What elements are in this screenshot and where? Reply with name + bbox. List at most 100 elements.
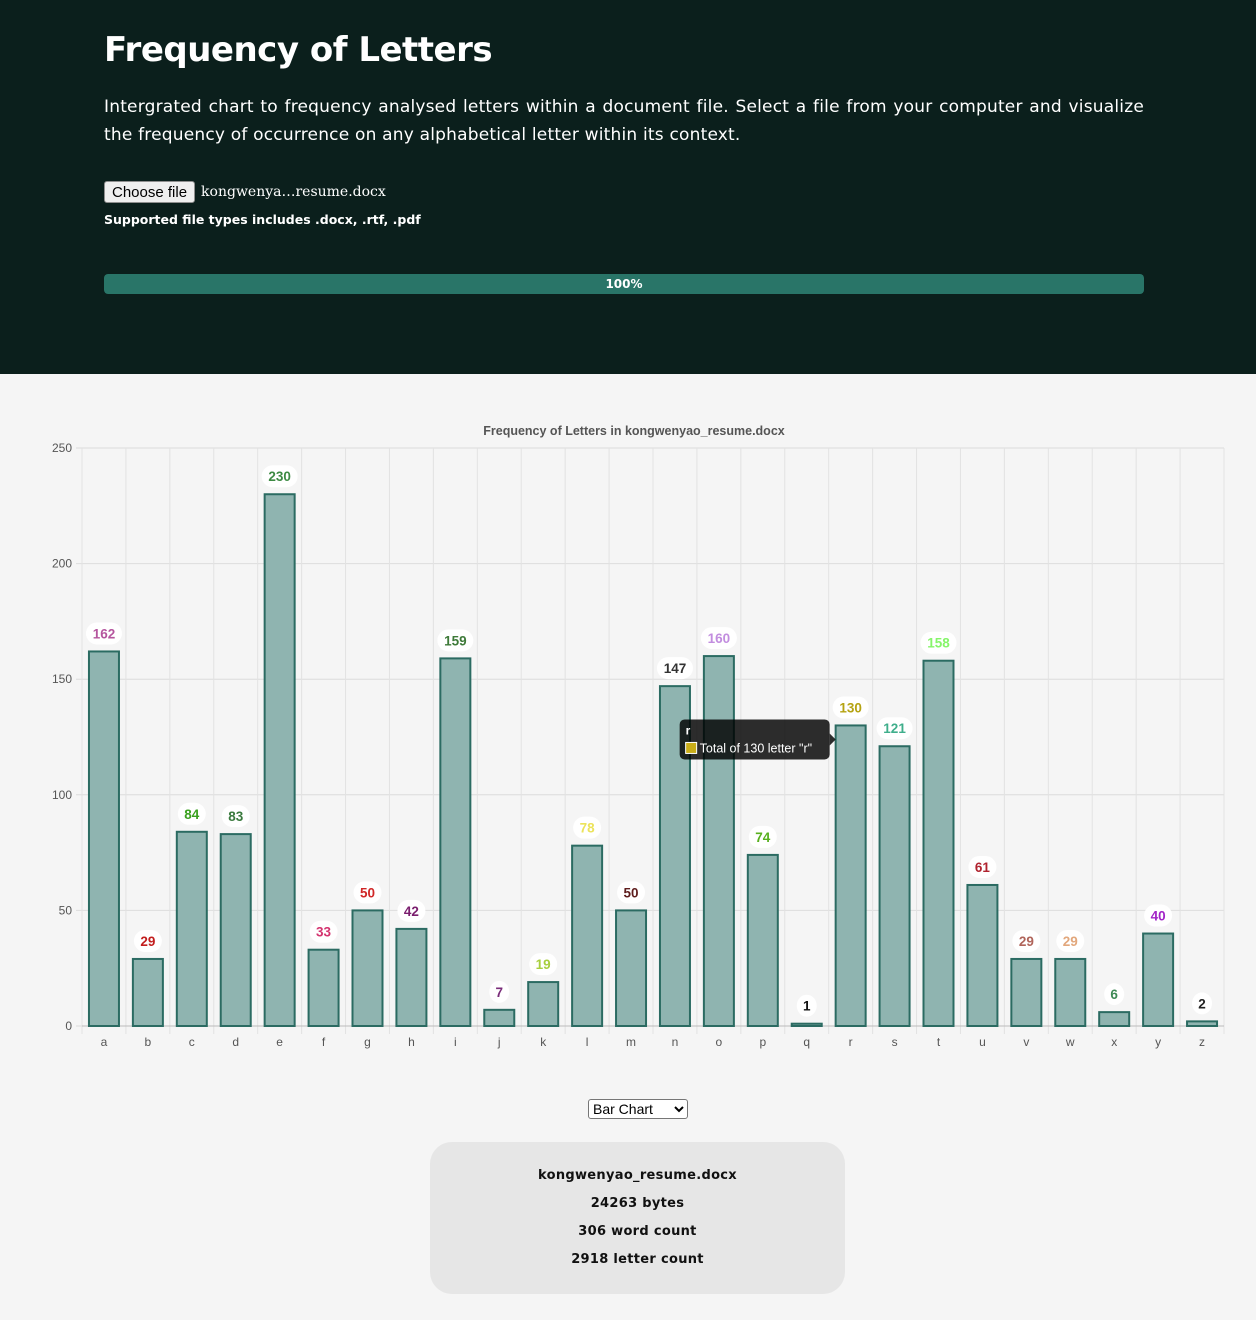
bar-q (790, 1022, 823, 1027)
tooltip-title: r (686, 723, 691, 737)
bar-w (1054, 957, 1087, 1028)
data-label-bg (876, 717, 913, 740)
bar-d (219, 833, 252, 1027)
upload-progress-fill: 100% (104, 274, 1144, 294)
data-label-s: 121 (883, 721, 906, 736)
data-label-bg (221, 805, 250, 828)
data-label-l: 78 (580, 821, 596, 836)
x-tick-label: n (672, 1035, 679, 1049)
y-tick-label: 200 (52, 557, 72, 571)
y-tick-label: 150 (52, 672, 72, 686)
x-tick-label: a (101, 1035, 108, 1049)
data-label-g: 50 (360, 885, 375, 900)
data-label-d: 83 (228, 809, 244, 824)
x-tick-label: y (1155, 1035, 1161, 1049)
x-tick-label: l (586, 1035, 589, 1049)
data-label-bg (920, 631, 957, 654)
file-info-name: kongwenyao_resume.docx (538, 1168, 737, 1183)
tooltip: r Total of 130 letter "r" (679, 719, 836, 760)
data-label-q: 1 (803, 999, 811, 1014)
data-label-bg (529, 953, 558, 976)
data-label-bg (261, 465, 298, 488)
data-label-t: 158 (927, 636, 950, 651)
page-description: Intergrated chart to frequency analysed … (104, 97, 1144, 145)
x-tick-label: t (937, 1035, 941, 1049)
choose-file-button[interactable]: Choose file (104, 181, 196, 203)
file-picker: Choose file kongwenya…resume.docx (104, 181, 386, 203)
tooltip-text: Total of 130 letter "r" (700, 741, 812, 755)
selected-file-name: kongwenya…resume.docx (201, 184, 386, 200)
x-tick-label: h (408, 1035, 415, 1049)
x-tick-label: i (454, 1035, 457, 1049)
y-tick-label: 0 (65, 1019, 72, 1033)
data-label-r: 130 (839, 700, 862, 715)
data-label-bg (309, 920, 338, 943)
tooltip-swatch (685, 741, 698, 754)
data-label-bg (968, 855, 997, 878)
data-label-c: 84 (184, 807, 200, 822)
bar-c (175, 830, 208, 1027)
data-label-m: 50 (624, 885, 639, 900)
data-label-h: 42 (404, 904, 419, 919)
data-label-i: 159 (444, 633, 467, 648)
data-label-bg (437, 629, 474, 652)
bar-b (131, 957, 164, 1028)
x-tick-label: z (1199, 1035, 1205, 1049)
x-tick-label: q (803, 1035, 810, 1049)
data-label-bg (748, 825, 777, 848)
data-label-f: 33 (316, 925, 332, 940)
data-label-j: 7 (496, 985, 504, 1000)
data-label-bg (832, 696, 869, 719)
data-label-bg (397, 899, 426, 922)
bar-x (1098, 1011, 1131, 1027)
x-tick-label: m (626, 1035, 636, 1049)
data-label-o: 160 (708, 631, 731, 646)
x-tick-label: g (364, 1035, 371, 1049)
data-label-bg (1192, 992, 1213, 1015)
bar-l (571, 844, 604, 1027)
data-label-bg (353, 881, 382, 904)
tooltip-box (679, 719, 830, 760)
frequency-bar-chart: Frequency of Letters in kongwenyao_resum… (52, 424, 1225, 1049)
bar-f (307, 948, 340, 1027)
x-tick-label: k (540, 1035, 547, 1049)
x-tick-label: d (232, 1035, 239, 1049)
bar-v (1010, 957, 1043, 1028)
bar-i (439, 657, 472, 1027)
chart-title: Frequency of Letters in kongwenyao_resum… (483, 424, 785, 438)
bar-e (263, 493, 296, 1028)
tooltip-caret (829, 733, 836, 746)
data-label-n: 147 (664, 661, 687, 676)
x-tick-label: c (189, 1035, 195, 1049)
data-label-z: 2 (1198, 996, 1206, 1011)
x-tick-label: o (716, 1035, 723, 1049)
data-label-x: 6 (1110, 987, 1118, 1002)
data-label-bg (796, 994, 817, 1017)
bar-t (922, 659, 955, 1027)
x-tick-label: p (759, 1035, 766, 1049)
bar-g (351, 909, 384, 1028)
data-label-bg (1144, 904, 1173, 927)
data-label-k: 19 (536, 957, 551, 972)
x-tick-label: b (145, 1035, 152, 1049)
bar-o (702, 655, 735, 1027)
data-label-bg (656, 657, 693, 680)
y-tick-label: 250 (52, 441, 72, 455)
data-label-bg (85, 622, 122, 645)
data-label-bg (489, 980, 510, 1003)
file-info-word-count: 306 word count (578, 1224, 697, 1239)
x-tick-label: e (276, 1035, 283, 1049)
chart-type-select[interactable]: Bar Chart (588, 1099, 688, 1119)
x-tick-label: u (979, 1035, 986, 1049)
bar-p (746, 853, 779, 1027)
bar-u (966, 883, 999, 1027)
y-tick-label: 100 (52, 788, 72, 802)
data-label-v: 29 (1019, 934, 1034, 949)
data-label-b: 29 (140, 934, 155, 949)
upload-progress-bar: 100% (104, 274, 1144, 294)
data-label-bg (1104, 983, 1125, 1006)
file-info-letter-count: 2918 letter count (571, 1252, 704, 1267)
bar-h (395, 927, 428, 1027)
bar-z (1186, 1020, 1219, 1027)
data-label-bg (700, 627, 737, 650)
